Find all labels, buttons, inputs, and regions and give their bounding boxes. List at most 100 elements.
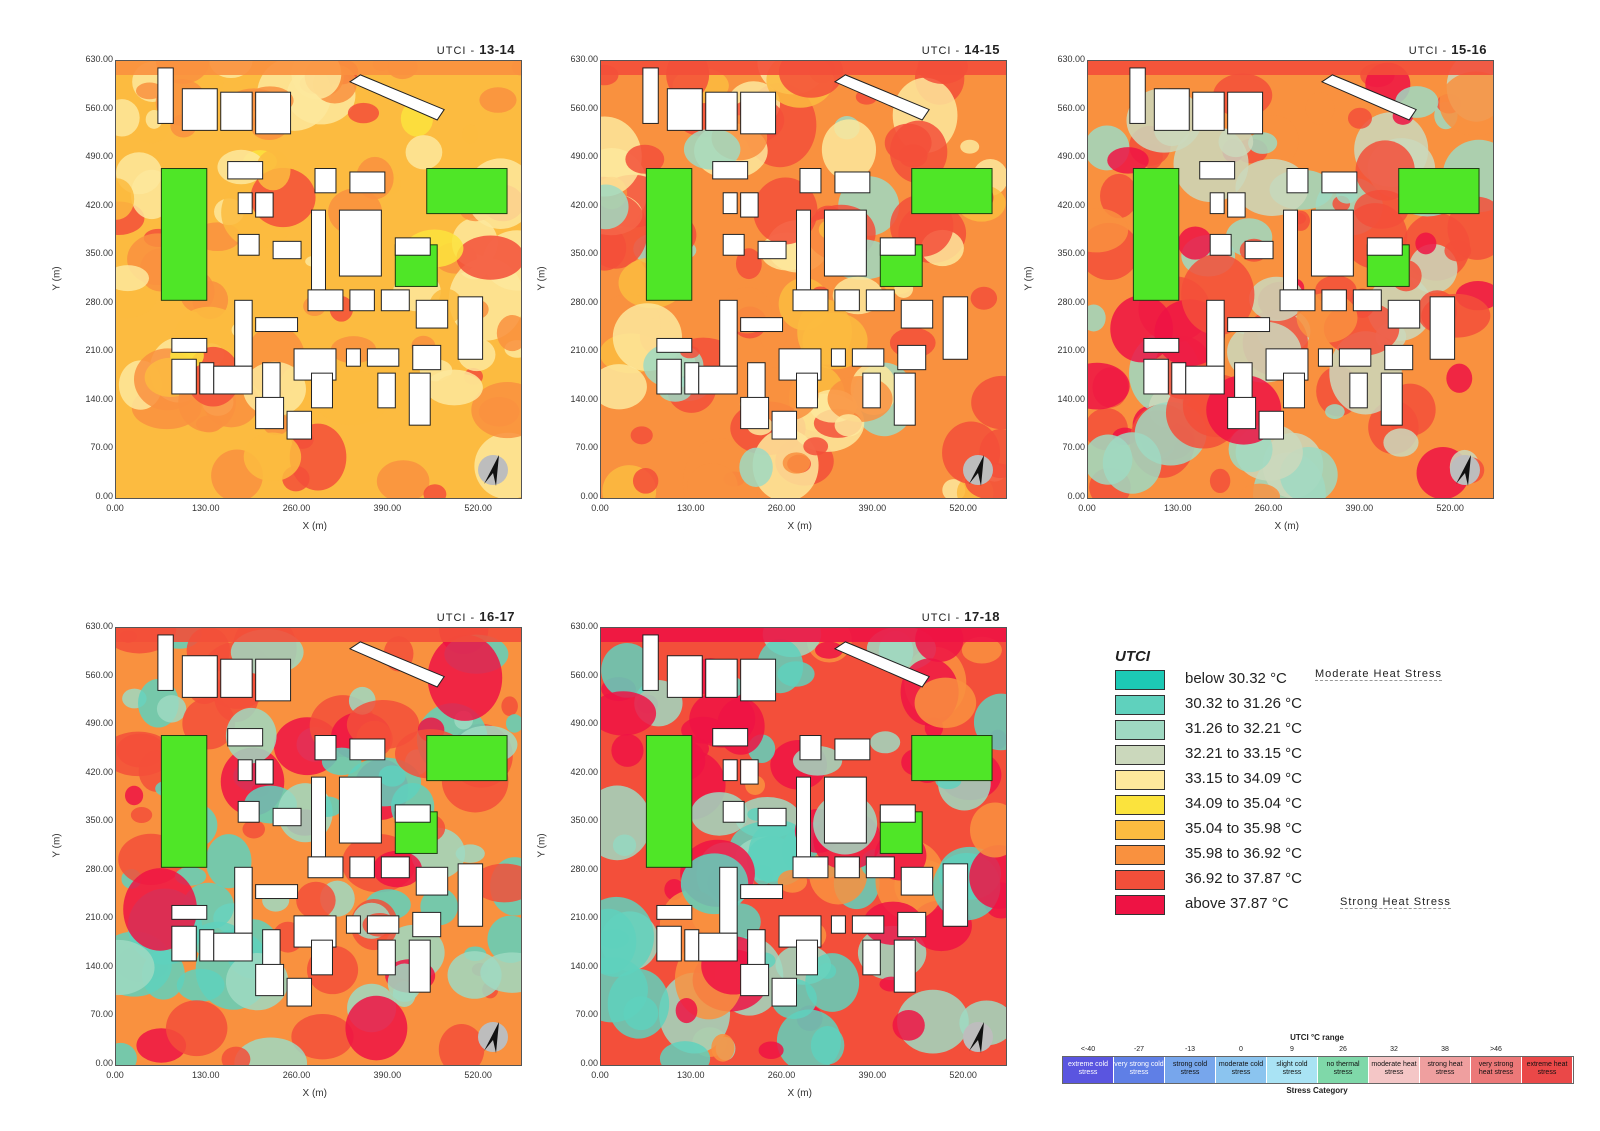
building [1227,396,1257,430]
y-tick-label: 0.00 [1067,491,1085,501]
panel-title: UTCI - 17-18 [922,609,1000,624]
utci-patch [124,785,144,806]
x-tick-label: 130.00 [192,503,220,513]
utci-patch [1088,208,1129,253]
legend-label: 34.09 to 35.04 °C [1185,795,1302,812]
scale-tick-label: 32 [1390,1046,1398,1053]
x-tick-label: 390.00 [373,1070,402,1080]
y-tick-label: 630.00 [570,621,598,631]
legend-label: below 30.32 °C [1185,670,1287,687]
y-tick-label: 210.00 [85,912,113,923]
utci-patch [601,642,654,698]
building [412,344,442,371]
utci-patch [130,806,153,823]
legend-title: UTCI [1115,648,1150,665]
building [740,396,770,430]
building [366,348,400,367]
north-arrow-icon-needle [969,1022,984,1053]
building [457,296,484,360]
utci-patch [345,995,408,1061]
utci-patch [496,315,521,352]
utci-patch [623,996,659,1031]
y-tick-label: 630.00 [570,54,598,64]
panel-title-prefix: UTCI - [436,45,480,57]
building [311,372,333,409]
building [181,655,218,698]
building [900,866,934,896]
legend-item: below 30.32 °C [1115,670,1495,690]
panel-title-prefix: UTCI - [921,45,965,57]
building [830,915,846,934]
north-arrow-icon-needle [484,455,499,486]
building [712,161,749,180]
utci-patch [870,731,901,754]
utci-panel-13-14: UTCI - 13-14 630.00 560.00 490.00 420.00 350.… [52,42,530,539]
building [1206,299,1225,367]
utci-panel-15-16: UTCI - 15-16 630.00 560.00 490.00 420.00 350.… [1024,42,1502,539]
building [684,362,700,395]
building [237,192,253,215]
utci-patch [165,1000,228,1057]
utci-patch [782,452,811,474]
legend-item: 36.92 to 37.87 °C [1115,870,1495,890]
x-tick-label: 520.00 [464,1070,492,1080]
legend-item: 30.32 to 31.26 °C [1115,695,1495,715]
x-tick-label: 130.00 [192,1070,220,1080]
building [1321,289,1347,312]
stress-category-cell: very strong heat stress [1471,1057,1522,1083]
green-area [645,735,693,868]
utci-patch [1325,404,1345,420]
utci-patch [1439,71,1493,136]
north-arrow-icon-needle [1456,455,1471,486]
building [893,939,916,993]
utci-panel-14-15: UTCI - 14-15 630.00 560.00 490.00 420.00 350.… [537,42,1015,539]
building [722,192,738,215]
utci-patch [1088,304,1106,332]
building [897,344,927,371]
utci-patch [471,381,521,439]
legend-swatch [1115,695,1165,715]
building [237,233,260,256]
building [213,932,253,962]
x-tick-label: 0.00 [106,503,124,513]
legend-item: 33.15 to 34.09 °C [1115,770,1495,790]
building [1317,348,1333,367]
building [1429,296,1456,360]
building [642,67,659,124]
building [705,91,738,131]
building [1192,91,1225,131]
utci-patch [346,699,420,750]
building [272,240,302,260]
panel-title-time: 15-16 [1451,42,1487,57]
utci-patch [1383,428,1419,457]
building [1185,365,1225,395]
building [740,658,777,702]
building [286,410,313,440]
utci-patch [971,375,1006,430]
green-area [911,168,993,215]
utci-patch [455,844,485,863]
y-tick-label: 420.00 [570,766,598,777]
building [1227,192,1246,218]
utci-patch [601,691,657,736]
building [1352,289,1382,312]
building [213,365,253,395]
scale-footer: Stress Category [1286,1086,1348,1095]
building [942,863,969,927]
y-tick-label: 350.00 [570,248,598,259]
utci-map-plot [600,60,1007,499]
stress-category-cell: moderate cold stress [1216,1057,1267,1083]
utci-patch [156,695,187,723]
utci-patch [960,139,980,154]
north-arrow-icon-needle [969,455,984,486]
building [412,911,442,938]
panel-title: UTCI - 14-15 [922,42,1000,57]
building [1171,362,1187,395]
stress-category-cell: extreme heat stress [1522,1057,1573,1083]
x-axis-label: X (m) [302,1088,327,1099]
y-tick-label: 350.00 [85,248,113,259]
building [255,192,274,218]
utci-patch [739,447,773,488]
y-tick-label: 0.00 [580,491,598,501]
y-tick-label: 350.00 [1057,248,1085,259]
